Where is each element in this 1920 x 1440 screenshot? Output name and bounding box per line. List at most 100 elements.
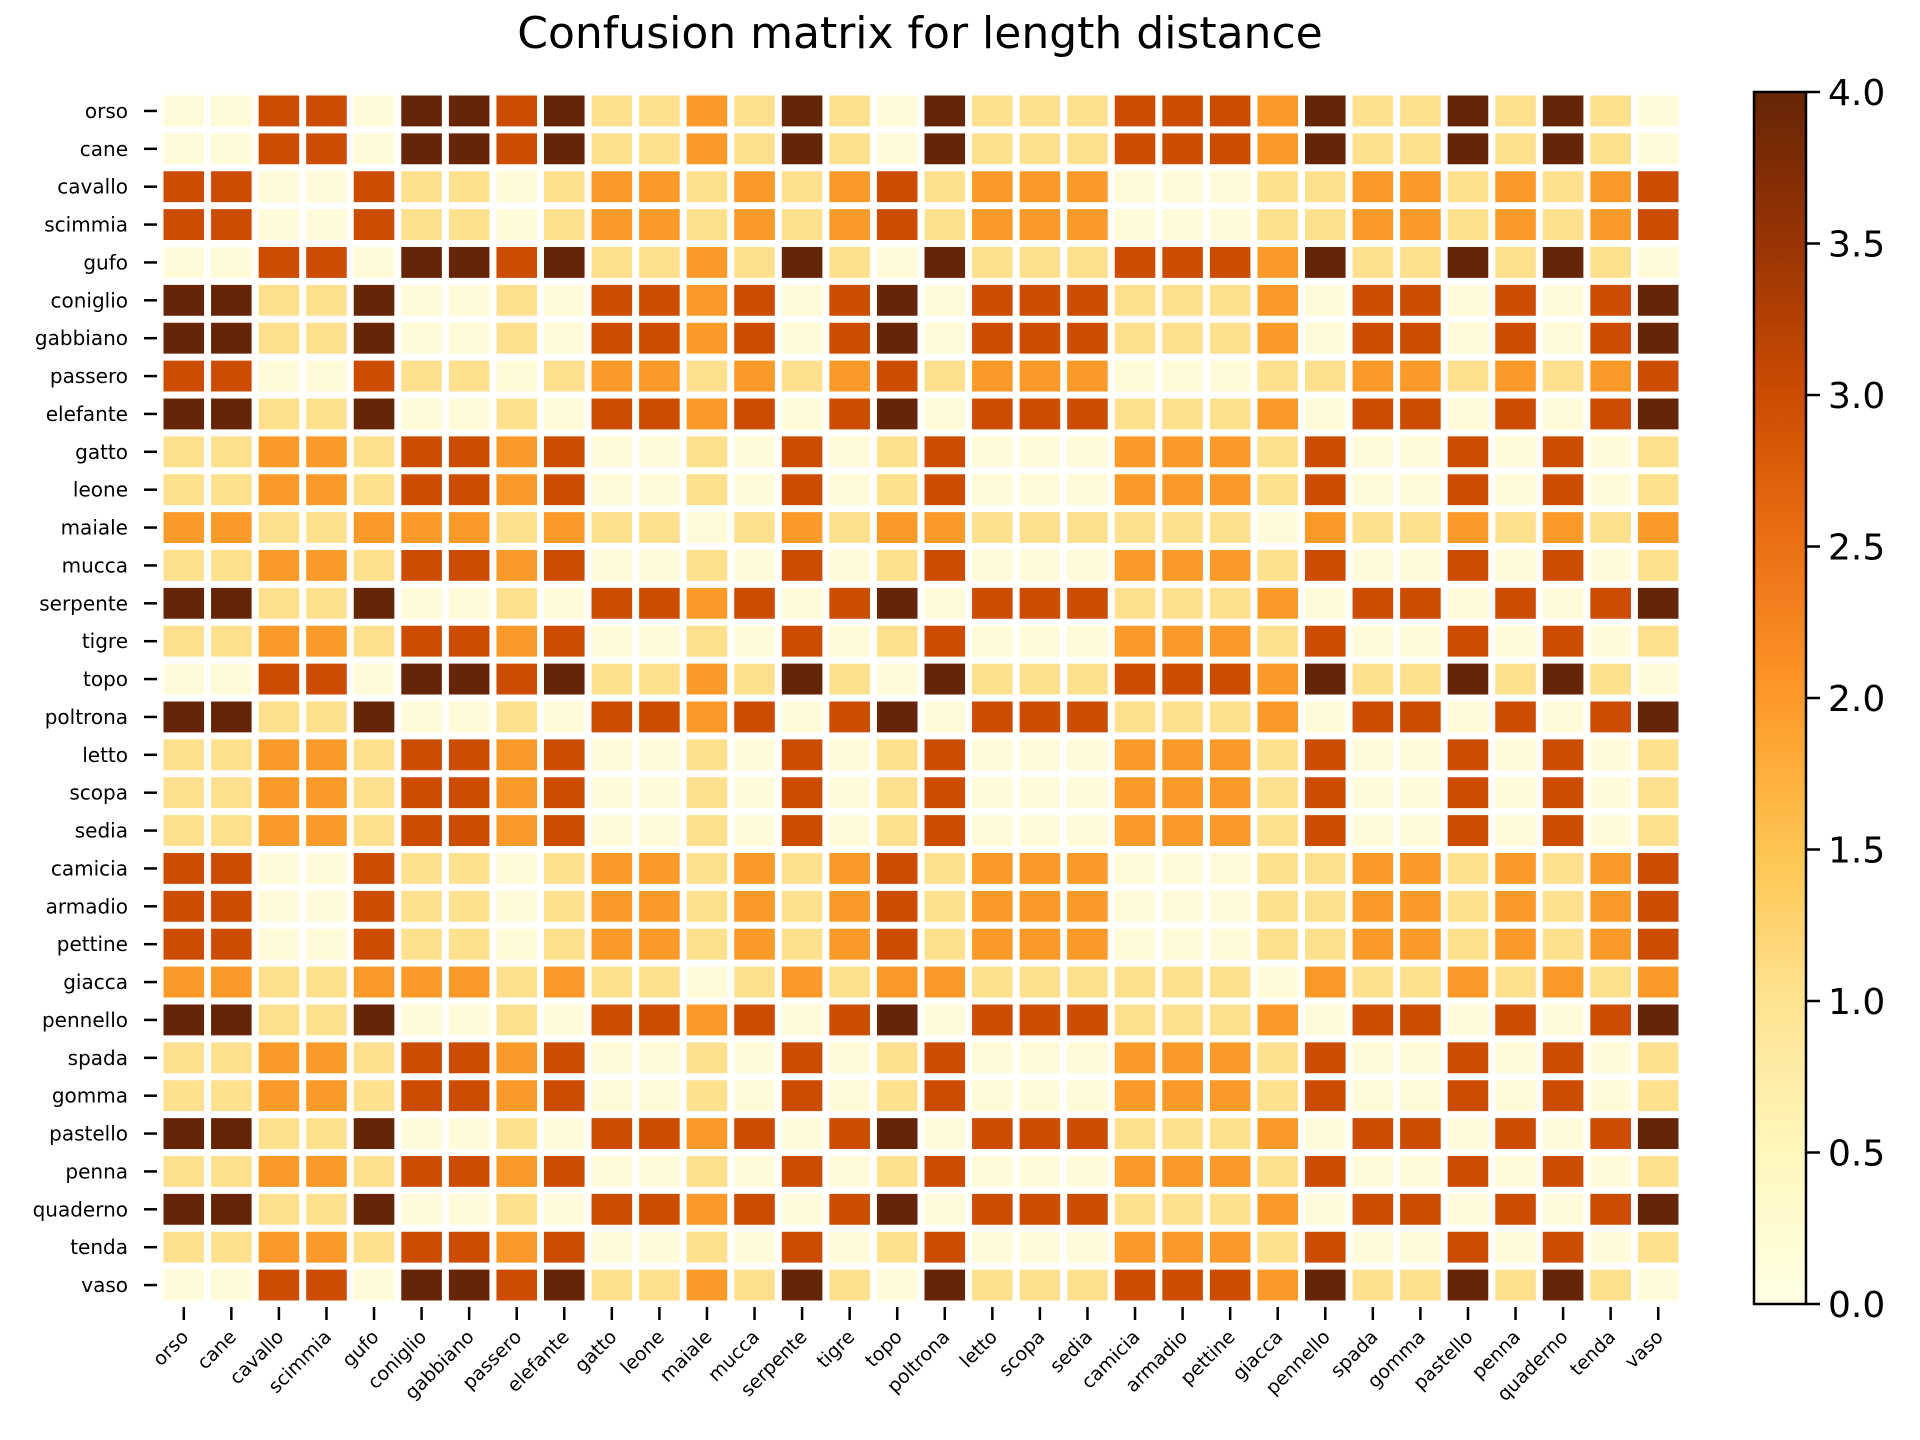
y-tick-label: gatto <box>75 440 128 464</box>
heatmap-cell <box>1162 512 1203 543</box>
heatmap-cell <box>258 247 300 278</box>
heatmap-cell <box>448 1269 490 1301</box>
heatmap-cell <box>1542 1118 1584 1149</box>
heatmap-cell <box>876 853 918 884</box>
heatmap-cell <box>639 587 680 619</box>
heatmap-cell <box>639 1118 680 1149</box>
heatmap-cell <box>1400 436 1441 468</box>
heatmap-cell <box>258 133 300 165</box>
heatmap-cell <box>401 1080 442 1112</box>
heatmap-cell <box>353 398 395 430</box>
heatmap-cell <box>163 171 205 203</box>
heatmap-cell <box>496 1231 537 1263</box>
heatmap-cell <box>591 663 633 695</box>
heatmap-cell <box>306 1193 347 1225</box>
heatmap-cell <box>972 928 1013 960</box>
heatmap-cell <box>496 663 537 695</box>
heatmap-cell <box>544 1042 585 1074</box>
heatmap-cell <box>1590 550 1631 581</box>
heatmap-cell <box>972 625 1013 657</box>
heatmap-cell <box>258 890 300 922</box>
heatmap-cell <box>686 1004 728 1036</box>
heatmap-cell <box>734 512 775 543</box>
heatmap-cell <box>876 890 918 922</box>
heatmap-cell <box>1637 322 1679 354</box>
heatmap-cell <box>544 815 585 846</box>
heatmap-cell <box>591 322 633 354</box>
y-tick-label: pastello <box>49 1122 128 1146</box>
heatmap-cell <box>876 209 918 240</box>
heatmap-cell <box>1495 209 1536 240</box>
heatmap-cell <box>829 777 870 809</box>
heatmap-cell <box>1114 777 1156 809</box>
heatmap-cell <box>1162 1004 1203 1036</box>
heatmap-cell <box>829 360 870 392</box>
heatmap-cell <box>1162 1118 1203 1149</box>
colorbar-tick-label: 4.0 <box>1828 73 1885 114</box>
heatmap-cell <box>1637 360 1679 392</box>
heatmap-cell <box>163 360 205 392</box>
heatmap-cell <box>1352 360 1394 392</box>
heatmap-cell <box>1067 625 1108 657</box>
heatmap-cell <box>1495 1080 1536 1112</box>
heatmap-cell <box>306 1231 347 1263</box>
heatmap-cell <box>781 928 823 960</box>
heatmap-cell <box>1637 1004 1679 1036</box>
heatmap-cell <box>1400 322 1441 354</box>
heatmap-cell <box>496 1118 537 1149</box>
heatmap-cell <box>211 966 252 998</box>
y-tick-label: cavallo <box>57 175 128 199</box>
heatmap-cell <box>1114 853 1156 884</box>
heatmap-cell <box>734 1193 775 1225</box>
heatmap-cell <box>829 171 870 203</box>
heatmap-cell <box>1019 928 1061 960</box>
heatmap-cell <box>401 209 442 240</box>
heatmap-cell <box>1542 1231 1584 1263</box>
heatmap-cell <box>1257 1080 1298 1112</box>
heatmap-cell <box>1542 171 1584 203</box>
heatmap-cell <box>1447 550 1489 581</box>
heatmap-cell <box>686 1042 728 1074</box>
heatmap-cell <box>639 966 680 998</box>
y-tick-label: maiale <box>61 516 128 540</box>
heatmap-cell <box>306 360 347 392</box>
heatmap-cell <box>639 1080 680 1112</box>
heatmap-cell <box>258 663 300 695</box>
heatmap-cell <box>1495 1193 1536 1225</box>
heatmap-cell <box>1590 398 1631 430</box>
heatmap-cell <box>1305 1156 1346 1187</box>
heatmap-cell <box>544 663 585 695</box>
heatmap-cell <box>829 1269 870 1301</box>
heatmap-cell <box>1209 587 1251 619</box>
heatmap-cell <box>448 890 490 922</box>
heatmap-cell <box>686 625 728 657</box>
heatmap-cell <box>1542 1004 1584 1036</box>
heatmap-cell <box>686 133 728 165</box>
heatmap-cell <box>163 966 205 998</box>
heatmap-cell <box>1590 1156 1631 1187</box>
heatmap-cell <box>1400 1156 1441 1187</box>
heatmap-cell <box>1162 474 1203 506</box>
heatmap-cell <box>639 625 680 657</box>
heatmap-cell <box>1067 1118 1108 1149</box>
heatmap-cell <box>211 587 252 619</box>
heatmap-cell <box>1162 133 1203 165</box>
heatmap-cell <box>1067 1156 1108 1187</box>
heatmap-cell <box>163 928 205 960</box>
y-tick-label: serpente <box>39 591 128 615</box>
heatmap-cell <box>876 1231 918 1263</box>
heatmap-cell <box>829 701 870 733</box>
heatmap-cell <box>1257 777 1298 809</box>
heatmap-cell <box>1542 587 1584 619</box>
heatmap-cell <box>734 1042 775 1074</box>
heatmap-cell <box>353 1269 395 1301</box>
heatmap-cell <box>1447 777 1489 809</box>
colorbar-gradient <box>1752 90 1808 1306</box>
heatmap-cell <box>972 1193 1013 1225</box>
heatmap-cell <box>496 815 537 846</box>
heatmap-cell <box>1019 436 1061 468</box>
heatmap-cell <box>924 360 966 392</box>
heatmap-cell <box>734 966 775 998</box>
heatmap-cell <box>686 512 728 543</box>
heatmap-cell <box>1447 209 1489 240</box>
